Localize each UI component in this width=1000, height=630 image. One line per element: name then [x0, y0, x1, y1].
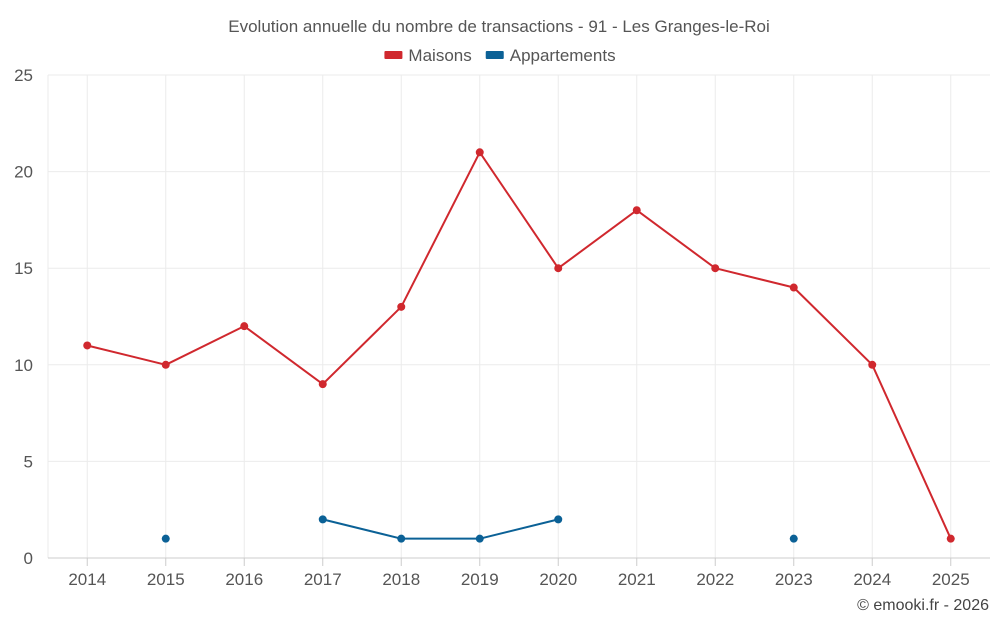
legend: Maisons Appartements: [384, 46, 616, 65]
y-tick-label: 10: [14, 356, 33, 375]
data-point-maisons: [318, 380, 327, 389]
x-tick-label: 2023: [775, 570, 813, 589]
x-tick-label: 2016: [225, 570, 263, 589]
x-tick-label: 2019: [461, 570, 499, 589]
y-tick-label: 25: [14, 66, 33, 85]
x-tick-label: 2025: [932, 570, 970, 589]
data-point-appartements: [554, 515, 563, 524]
data-point-appartements: [475, 534, 484, 543]
x-tick-label: 2017: [304, 570, 342, 589]
data-point-maisons: [868, 360, 877, 369]
data-point-maisons: [711, 264, 720, 273]
legend-item-appartements: Appartements: [485, 46, 616, 65]
data-point-maisons: [946, 534, 955, 543]
series: [83, 148, 955, 543]
y-tick-label: 20: [14, 163, 33, 182]
legend-swatch: [485, 51, 504, 59]
y-tick-label: 5: [24, 452, 33, 471]
data-point-maisons: [83, 341, 92, 350]
data-point-appartements: [318, 515, 327, 524]
x-tick-label: 2021: [618, 570, 656, 589]
data-point-maisons: [789, 283, 798, 292]
legend-label: Appartements: [510, 46, 616, 65]
x-tick-label: 2022: [696, 570, 734, 589]
x-tick-label: 2015: [147, 570, 185, 589]
series-maisons: [83, 148, 955, 543]
data-point-maisons: [397, 302, 406, 311]
credit-label: © emooki.fr - 2026: [857, 597, 989, 614]
x-tick-label: 2018: [382, 570, 420, 589]
data-point-maisons: [475, 148, 484, 157]
data-point-maisons: [240, 322, 249, 331]
data-point-maisons: [161, 360, 170, 369]
series-appartements: [161, 515, 798, 543]
data-point-maisons: [554, 264, 563, 273]
x-tick-label: 2024: [853, 570, 891, 589]
data-point-appartements: [161, 534, 170, 543]
x-tick-label: 2014: [68, 570, 106, 589]
legend-item-maisons: Maisons: [384, 46, 472, 65]
grid: [47, 74, 990, 558]
legend-label: Maisons: [408, 46, 471, 65]
data-point-maisons: [632, 206, 641, 215]
x-tick-label: 2020: [539, 570, 577, 589]
y-tick-label: 15: [14, 259, 33, 278]
series-line-maisons: [87, 151, 952, 540]
data-point-appartements: [397, 534, 406, 543]
legend-swatch: [384, 51, 403, 59]
chart-title: Evolution annuelle du nombre de transact…: [228, 17, 769, 36]
data-point-appartements: [789, 534, 798, 543]
series-line-appartements: [322, 518, 559, 540]
y-tick-label: 0: [24, 549, 33, 568]
